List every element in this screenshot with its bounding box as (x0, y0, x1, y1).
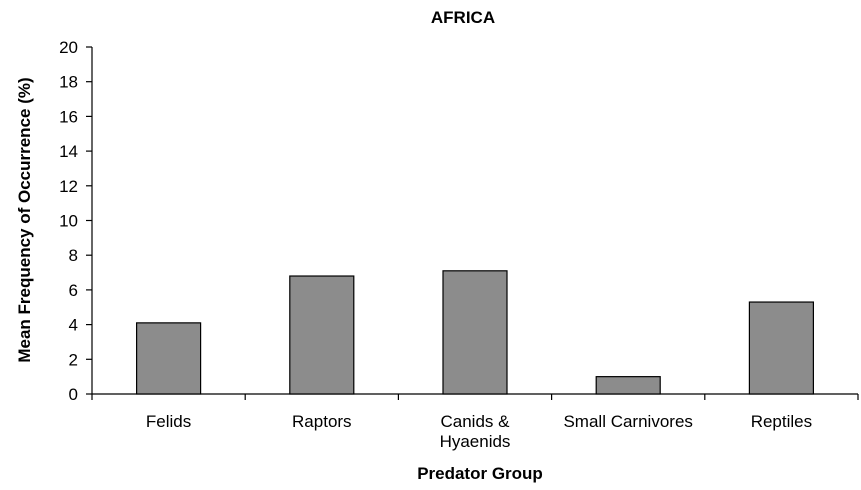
y-tick-label: 2 (69, 350, 78, 369)
y-tick-label: 14 (59, 142, 78, 161)
y-tick-label: 8 (69, 246, 78, 265)
chart-title: AFRICA (431, 8, 495, 27)
y-tick-label: 10 (59, 212, 78, 231)
bar (595, 376, 661, 395)
plot-area: 0 2 4 6 8 10 12 14 16 18 20 Felids Raptors Canids & Hy… (59, 38, 859, 451)
x-tick-label: Raptors (292, 412, 352, 431)
x-tick-label: Reptiles (751, 412, 812, 431)
y-tick-label: 6 (69, 281, 78, 300)
bar (748, 301, 815, 395)
y-tick-label: 12 (59, 177, 78, 196)
x-tick-label: Felids (146, 412, 191, 431)
x-tick-label: Small Carnivores (563, 412, 692, 431)
y-axis-title: Mean Frequency of Occurrence (%) (15, 77, 34, 362)
bar (289, 275, 355, 395)
x-tick-label: Canids & Hyaenids (440, 412, 511, 451)
y-tick-label: 18 (59, 73, 78, 92)
bar (442, 270, 508, 395)
y-tick-label: 4 (69, 316, 78, 335)
y-tick-label: 20 (59, 38, 78, 57)
bar (136, 322, 202, 395)
y-tick-label: 0 (69, 385, 78, 404)
x-axis-title: Predator Group (417, 464, 543, 483)
y-tick-label: 16 (59, 107, 78, 126)
